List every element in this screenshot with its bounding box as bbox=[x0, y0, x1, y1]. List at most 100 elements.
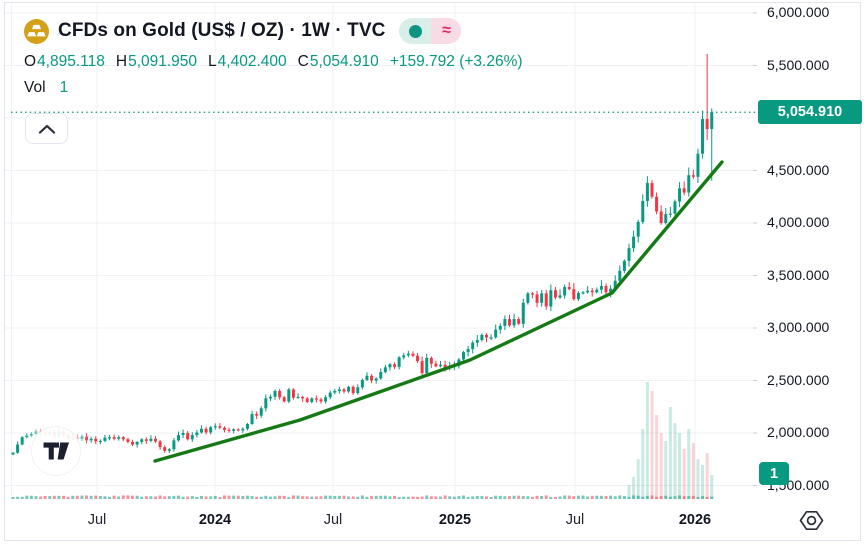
volume-bar bbox=[599, 495, 603, 499]
collapse-legend-button[interactable] bbox=[25, 113, 68, 144]
candle-body bbox=[85, 436, 89, 441]
volume-bar bbox=[291, 495, 295, 499]
volume-bar bbox=[20, 496, 24, 499]
market-status-dot-icon[interactable] bbox=[399, 18, 432, 44]
volume-bar bbox=[682, 496, 686, 499]
volume-pane-badge[interactable]: 1 bbox=[759, 462, 789, 485]
volume-bar bbox=[595, 495, 599, 499]
approx-delayed-icon[interactable]: ≈ bbox=[431, 18, 462, 44]
candle-body bbox=[227, 429, 231, 432]
candle-body bbox=[535, 294, 539, 303]
volume-bar bbox=[282, 495, 286, 499]
volume-bar bbox=[117, 496, 121, 499]
candle-body bbox=[397, 357, 401, 367]
volume-bar bbox=[305, 496, 309, 499]
volume-bar bbox=[259, 496, 263, 499]
candle-body bbox=[503, 319, 507, 326]
volume-bar bbox=[609, 495, 613, 499]
y-axis-label: 5,500.000 bbox=[767, 56, 830, 73]
volume-bar bbox=[526, 496, 530, 499]
candle-body bbox=[406, 353, 410, 356]
candle-body bbox=[356, 387, 360, 394]
pane-left-border bbox=[4, 2, 5, 540]
gold-bars-icon bbox=[24, 18, 49, 44]
candle-body bbox=[388, 364, 392, 368]
volume-bar bbox=[347, 496, 351, 499]
volume-bar bbox=[701, 496, 705, 499]
y-axis-label: 3,000.000 bbox=[767, 319, 830, 335]
timeaxis-bottom-border bbox=[4, 540, 861, 541]
volume-bar bbox=[613, 496, 617, 499]
trend-line bbox=[153, 160, 724, 463]
candle-body bbox=[484, 334, 488, 338]
symbol-title[interactable]: CFDs on Gold (US$ / OZ) · 1W · TVC bbox=[58, 20, 386, 41]
candle-body bbox=[347, 386, 351, 392]
candle-body bbox=[632, 236, 636, 249]
hexagon-settings-icon[interactable] bbox=[798, 507, 825, 534]
candle-body bbox=[471, 342, 475, 349]
y-axis-label: 4,000.000 bbox=[767, 214, 830, 230]
candle-body bbox=[158, 441, 162, 448]
volume-bar bbox=[452, 496, 456, 499]
candle-body bbox=[429, 357, 433, 364]
volume-bar bbox=[484, 496, 488, 499]
volume-bar bbox=[641, 429, 645, 499]
candle-body bbox=[195, 432, 199, 436]
candle-body bbox=[443, 364, 447, 368]
volume-bar bbox=[503, 496, 507, 499]
symbol-status-pill: ≈ bbox=[399, 18, 462, 44]
candle-body bbox=[489, 337, 493, 339]
candle-body bbox=[264, 398, 268, 409]
candle-body bbox=[273, 391, 277, 397]
candle-body bbox=[29, 434, 33, 436]
volume-bar bbox=[549, 496, 553, 499]
candle-body bbox=[11, 452, 15, 455]
volume-bar bbox=[75, 495, 79, 499]
candle-body bbox=[370, 375, 374, 381]
volume-bar bbox=[512, 495, 516, 499]
volume-bar bbox=[553, 496, 557, 499]
volume-bar bbox=[236, 495, 240, 499]
candle-body bbox=[324, 397, 328, 402]
candle-body bbox=[599, 286, 603, 290]
volume-bar bbox=[213, 495, 217, 499]
y-axis-label: 2,000.000 bbox=[767, 424, 830, 440]
volume-bar bbox=[204, 496, 208, 499]
candle-body bbox=[540, 293, 544, 303]
volume-bar bbox=[540, 495, 544, 499]
candle-body bbox=[379, 372, 383, 379]
volume-bar bbox=[374, 495, 378, 499]
volume-bar bbox=[471, 496, 475, 499]
volume-bar bbox=[324, 495, 328, 499]
candle-body bbox=[420, 361, 424, 374]
volume-bar bbox=[131, 495, 135, 499]
candle-body bbox=[172, 440, 176, 450]
candle-body bbox=[655, 196, 659, 212]
candle-body bbox=[553, 290, 557, 298]
volume-bar bbox=[521, 496, 525, 499]
volume-bar bbox=[268, 496, 272, 499]
candle-body bbox=[236, 429, 240, 431]
volume-bar bbox=[416, 496, 420, 499]
volume-bar bbox=[356, 496, 360, 499]
volume-bar bbox=[360, 495, 364, 499]
volume-bar bbox=[319, 496, 323, 499]
candle-body bbox=[641, 200, 645, 222]
volume-bar bbox=[687, 429, 691, 499]
candle-body bbox=[512, 319, 516, 326]
candle-body bbox=[328, 392, 332, 398]
candle-body bbox=[333, 391, 337, 393]
candle-body bbox=[103, 437, 107, 441]
volume-bar bbox=[370, 495, 374, 499]
volume-bar bbox=[586, 496, 590, 499]
volume-bar bbox=[517, 495, 521, 499]
volume-bar bbox=[250, 496, 254, 499]
volume-bar bbox=[701, 465, 705, 499]
candle-body bbox=[613, 280, 617, 289]
volume-bar bbox=[222, 495, 226, 499]
candle-body bbox=[291, 389, 295, 398]
candle-body bbox=[383, 367, 387, 373]
candle-body bbox=[563, 287, 567, 296]
